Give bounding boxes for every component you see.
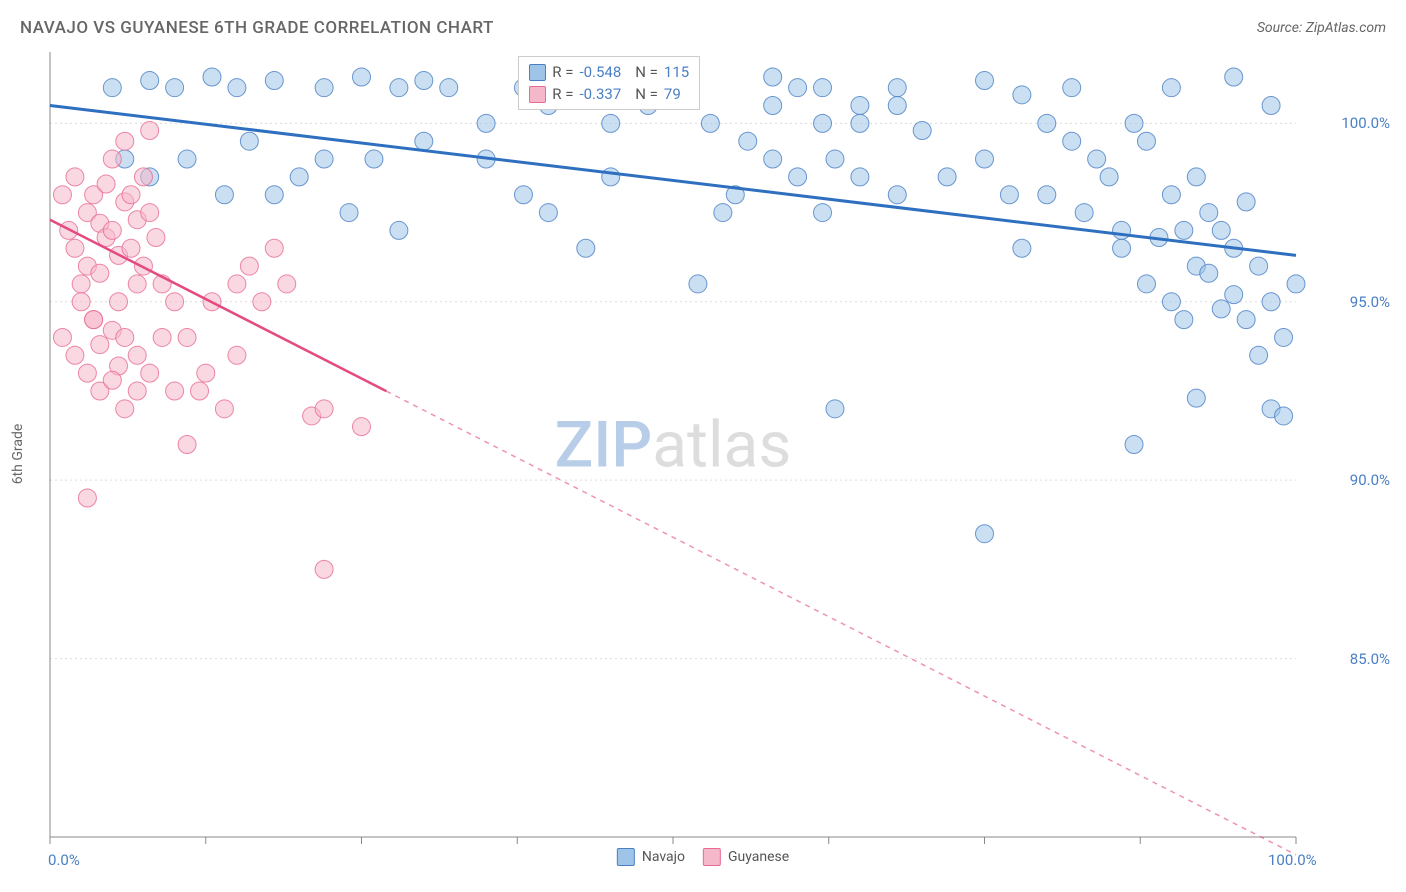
y-tick-label: 100.0% [1341,114,1390,132]
stats-n-value: 79 [664,85,681,103]
legend-swatch [703,848,721,866]
legend-item: Navajo [617,848,685,866]
stats-n-label: N = [635,85,658,103]
legend-item: Guyanese [703,848,789,866]
scatter-svg [50,52,1296,837]
chart-source: Source: ZipAtlas.com [1257,20,1386,36]
correlation-stats-box: R = -0.548 N = 115 R = -0.337 N = 79 [518,56,700,110]
stats-row: R = -0.548 N = 115 [529,61,689,83]
stats-swatch [529,64,546,81]
chart-title: NAVAJO VS GUYANESE 6TH GRADE CORRELATION… [20,18,494,38]
stats-r-value: -0.337 [579,85,621,103]
chart-header: NAVAJO VS GUYANESE 6TH GRADE CORRELATION… [20,18,1386,38]
y-axis-label: 6th Grade [10,424,26,485]
legend-swatch [617,848,635,866]
chart-plot-area: ZIPatlas R =-0.548N =115R =-0.337N =79 [50,52,1296,837]
stats-n-value: 115 [664,63,689,81]
legend-label: Guyanese [728,849,789,865]
stats-r-label: R = [552,85,573,103]
stats-r-label: R = [552,63,573,81]
stats-row: R = -0.337 N = 79 [529,83,689,105]
source-prefix: Source: [1257,20,1306,36]
stats-n-label: N = [635,63,658,81]
stats-r-value: -0.548 [579,63,621,81]
x-axis-label-max: 100.0% [1268,851,1317,869]
y-tick-label: 85.0% [1350,650,1390,668]
source-name: ZipAtlas.com [1306,20,1386,36]
legend: Navajo Guyanese [617,848,789,866]
y-tick-label: 95.0% [1350,293,1390,311]
x-axis-label-min: 0.0% [48,851,80,869]
stats-swatch [529,86,546,103]
legend-label: Navajo [642,849,685,865]
y-tick-label: 90.0% [1350,471,1390,489]
